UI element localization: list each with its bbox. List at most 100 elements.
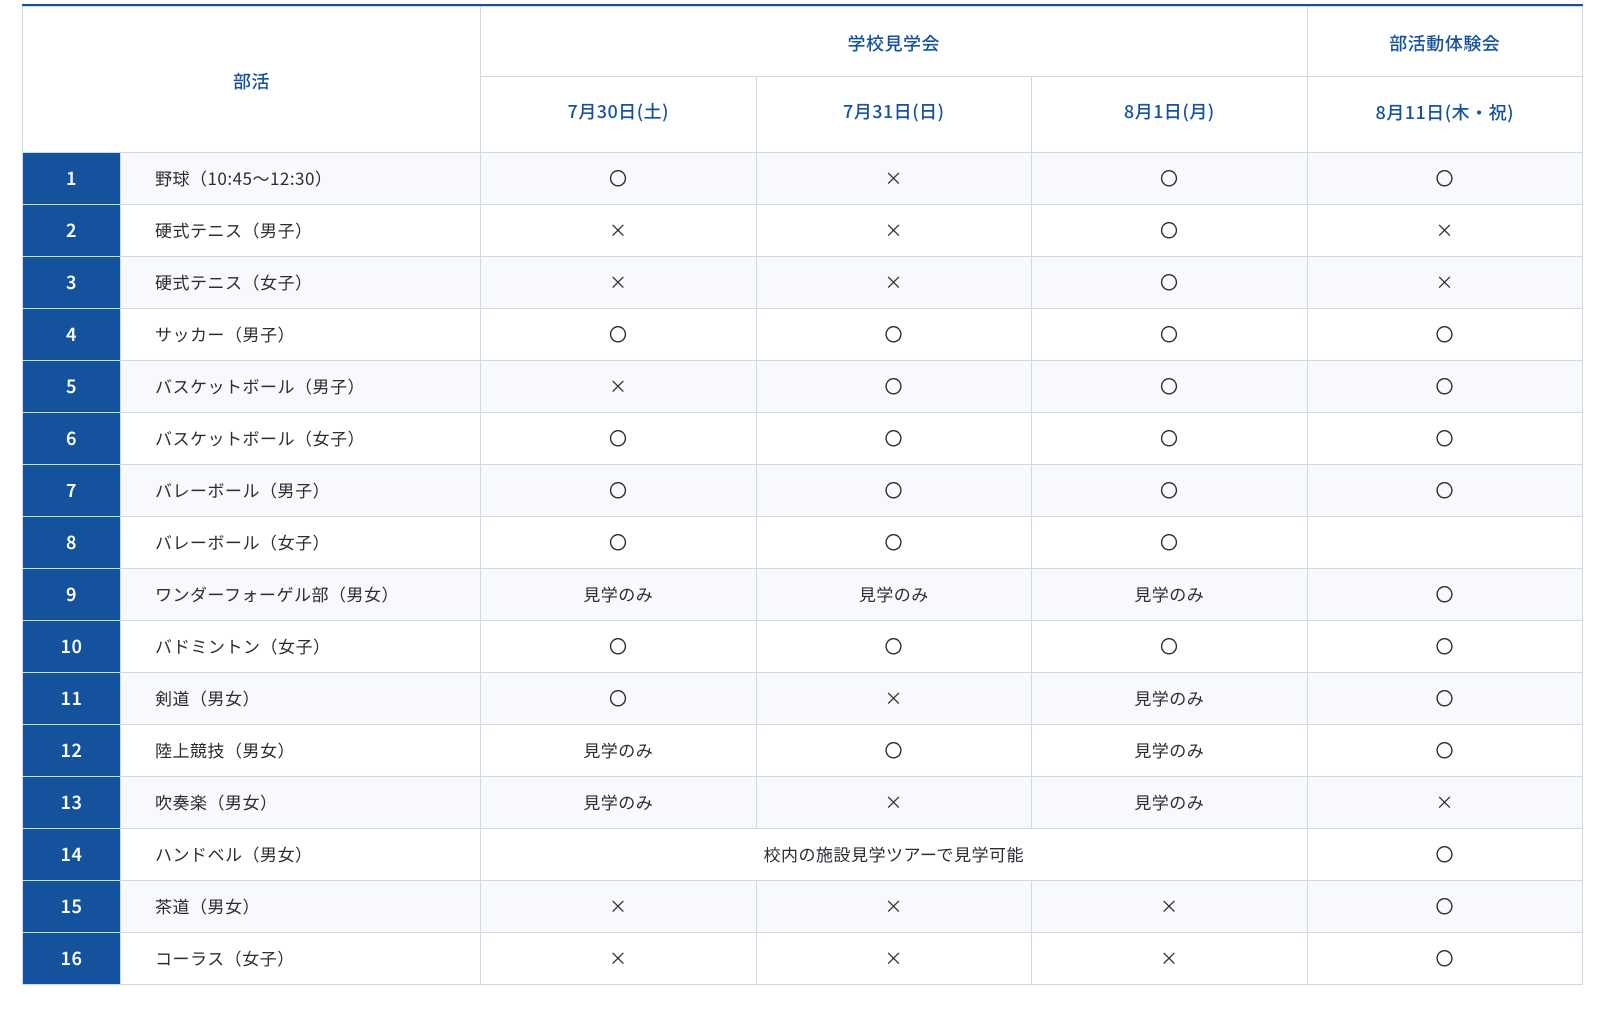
- row-club-name: 硬式テニス（女子）: [121, 256, 481, 308]
- table-row: 2硬式テニス（男子）××〇×: [23, 204, 1583, 256]
- table-row: 6バスケットボール（女子）〇〇〇〇: [23, 412, 1583, 464]
- row-d2: 〇: [756, 620, 1032, 672]
- table-row: 9ワンダーフォーゲル部（男女）見学のみ見学のみ見学のみ〇: [23, 568, 1583, 620]
- table-row: 4サッカー（男子）〇〇〇〇: [23, 308, 1583, 360]
- row-club-name: バドミントン（女子）: [121, 620, 481, 672]
- row-d4: 〇: [1307, 152, 1583, 204]
- row-d2: 〇: [756, 412, 1032, 464]
- row-index: 2: [23, 204, 121, 256]
- row-d1: 〇: [481, 152, 757, 204]
- row-d2: 〇: [756, 516, 1032, 568]
- row-club-name: 野球（10:45～12:30）: [121, 152, 481, 204]
- row-d2: ×: [756, 204, 1032, 256]
- row-index: 7: [23, 464, 121, 516]
- row-d2: 〇: [756, 464, 1032, 516]
- row-d3: 〇: [1032, 464, 1308, 516]
- row-index: 13: [23, 776, 121, 828]
- table-row: 7バレーボール（男子）〇〇〇〇: [23, 464, 1583, 516]
- row-d4: 〇: [1307, 412, 1583, 464]
- row-club-name: 吹奏楽（男女）: [121, 776, 481, 828]
- row-index: 1: [23, 152, 121, 204]
- table-row: 12陸上競技（男女）見学のみ〇見学のみ〇: [23, 724, 1583, 776]
- col-header-group-trial: 部活動体験会: [1307, 7, 1583, 77]
- row-d4: 〇: [1307, 828, 1583, 880]
- row-d4: ×: [1307, 776, 1583, 828]
- row-d1: 見学のみ: [481, 776, 757, 828]
- row-club-name: サッカー（男子）: [121, 308, 481, 360]
- row-index: 8: [23, 516, 121, 568]
- row-d4: 〇: [1307, 932, 1583, 984]
- row-d1: ×: [481, 880, 757, 932]
- row-d3: 見学のみ: [1032, 672, 1308, 724]
- row-d3: 〇: [1032, 152, 1308, 204]
- table-row: 15茶道（男女）×××〇: [23, 880, 1583, 932]
- row-merged-note: 校内の施設見学ツアーで見学可能: [481, 828, 1308, 880]
- row-index: 12: [23, 724, 121, 776]
- row-index: 14: [23, 828, 121, 880]
- row-d3: 〇: [1032, 516, 1308, 568]
- table-row: 16コーラス（女子）×××〇: [23, 932, 1583, 984]
- row-club-name: ハンドベル（男女）: [121, 828, 481, 880]
- row-club-name: ワンダーフォーゲル部（男女）: [121, 568, 481, 620]
- row-club-name: 剣道（男女）: [121, 672, 481, 724]
- row-d1: 〇: [481, 516, 757, 568]
- row-index: 16: [23, 932, 121, 984]
- row-index: 15: [23, 880, 121, 932]
- row-d2: ×: [756, 880, 1032, 932]
- row-d4: 〇: [1307, 360, 1583, 412]
- table-row: 13吹奏楽（男女）見学のみ×見学のみ×: [23, 776, 1583, 828]
- col-header-date-3: 8月1日(月): [1032, 76, 1308, 152]
- row-club-name: 硬式テニス（男子）: [121, 204, 481, 256]
- row-d1: 〇: [481, 308, 757, 360]
- row-club-name: バレーボール（男子）: [121, 464, 481, 516]
- row-d1: ×: [481, 256, 757, 308]
- row-d3: 見学のみ: [1032, 724, 1308, 776]
- row-d1: 〇: [481, 464, 757, 516]
- col-header-date-1: 7月30日(土): [481, 76, 757, 152]
- row-d1: 見学のみ: [481, 724, 757, 776]
- table-row: 8バレーボール（女子）〇〇〇: [23, 516, 1583, 568]
- row-d2: ×: [756, 256, 1032, 308]
- row-d3: ×: [1032, 932, 1308, 984]
- row-d3: 〇: [1032, 412, 1308, 464]
- row-d2: 〇: [756, 724, 1032, 776]
- col-header-date-2: 7月31日(日): [756, 76, 1032, 152]
- club-availability-table: 部活 学校見学会 部活動体験会 7月30日(土) 7月31日(日) 8月1日(月…: [22, 6, 1583, 985]
- table-body: 1野球（10:45～12:30）〇×〇〇2硬式テニス（男子）××〇×3硬式テニス…: [23, 152, 1583, 984]
- row-d4: ×: [1307, 256, 1583, 308]
- row-d1: 〇: [481, 412, 757, 464]
- row-d3: 見学のみ: [1032, 776, 1308, 828]
- row-d3: 〇: [1032, 360, 1308, 412]
- table-row: 5バスケットボール（男子）×〇〇〇: [23, 360, 1583, 412]
- row-d4: 〇: [1307, 308, 1583, 360]
- row-d1: 〇: [481, 620, 757, 672]
- row-d3: 〇: [1032, 204, 1308, 256]
- row-d2: ×: [756, 672, 1032, 724]
- row-d2: 見学のみ: [756, 568, 1032, 620]
- row-club-name: コーラス（女子）: [121, 932, 481, 984]
- row-club-name: 茶道（男女）: [121, 880, 481, 932]
- row-d2: ×: [756, 152, 1032, 204]
- row-d2: ×: [756, 776, 1032, 828]
- row-index: 6: [23, 412, 121, 464]
- row-d2: ×: [756, 932, 1032, 984]
- row-d3: 〇: [1032, 308, 1308, 360]
- table-row: 14ハンドベル（男女）校内の施設見学ツアーで見学可能〇: [23, 828, 1583, 880]
- row-index: 9: [23, 568, 121, 620]
- row-club-name: バレーボール（女子）: [121, 516, 481, 568]
- row-d4: [1307, 516, 1583, 568]
- row-d3: 見学のみ: [1032, 568, 1308, 620]
- row-d1: ×: [481, 932, 757, 984]
- row-d4: 〇: [1307, 724, 1583, 776]
- table-row: 3硬式テニス（女子）××〇×: [23, 256, 1583, 308]
- col-header-date-4: 8月11日(木・祝): [1307, 76, 1583, 152]
- row-d4: 〇: [1307, 464, 1583, 516]
- row-index: 4: [23, 308, 121, 360]
- row-d4: 〇: [1307, 672, 1583, 724]
- table-header: 部活 学校見学会 部活動体験会 7月30日(土) 7月31日(日) 8月1日(月…: [23, 7, 1583, 153]
- row-d2: 〇: [756, 308, 1032, 360]
- row-club-name: バスケットボール（男子）: [121, 360, 481, 412]
- row-d2: 〇: [756, 360, 1032, 412]
- row-d1: ×: [481, 360, 757, 412]
- row-club-name: バスケットボール（女子）: [121, 412, 481, 464]
